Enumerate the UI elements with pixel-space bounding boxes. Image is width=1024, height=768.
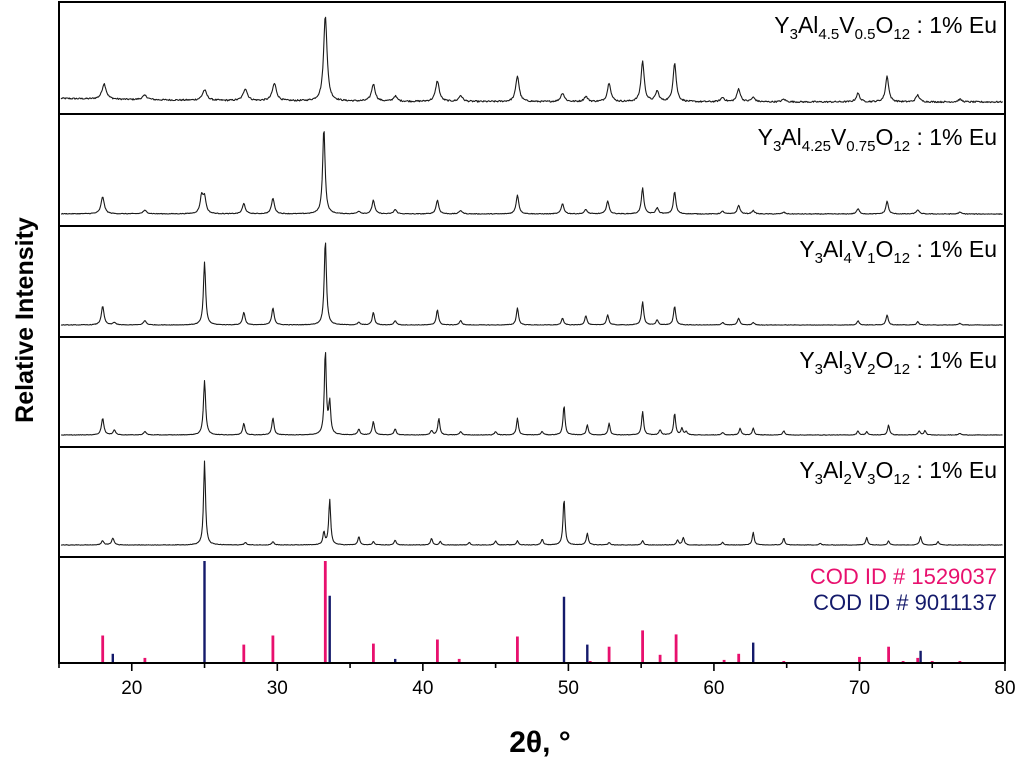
diffraction-trace-2 <box>61 131 1003 215</box>
x-tick-label: 60 <box>703 678 724 699</box>
plot-frame <box>58 1 1006 664</box>
x-tick-label: 20 <box>121 678 142 699</box>
x-axis-title: 2θ, ° <box>509 726 571 759</box>
panel-label-2: Y3Al4.25V0.75O12 : 1% Eu <box>758 124 997 155</box>
x-tick-label: 50 <box>558 678 579 699</box>
frame-layer <box>58 1 1006 664</box>
x-tick-label: 70 <box>849 678 870 699</box>
y-axis-title: Relative Intensity <box>11 217 39 423</box>
reference-legend-2: COD ID # 9011137 <box>813 590 997 615</box>
diffraction-trace-3 <box>60 242 1003 326</box>
panel-label-5: Y3Al2V3O12 : 1% Eu <box>799 457 997 488</box>
x-axis: 20 30 40 50 60 70 80 <box>58 663 1016 699</box>
x-tick-label: 40 <box>412 678 433 699</box>
diffraction-trace-1 <box>60 16 1003 104</box>
panels-group: Y3Al4.5V0.5O12 : 1% Eu Y3Al4.25V0.75O12 :… <box>60 12 1003 546</box>
reference-legend-1: COD ID # 1529037 <box>810 564 997 589</box>
diffraction-trace-5 <box>60 460 1003 546</box>
panel-label-1: Y3Al4.5V0.5O12 : 1% Eu <box>774 12 997 43</box>
diffraction-trace-4 <box>61 351 1003 436</box>
x-tick-label: 80 <box>994 678 1015 699</box>
panel-label-3: Y3Al4V1O12 : 1% Eu <box>799 236 997 267</box>
panel-label-4: Y3Al3V2O12 : 1% Eu <box>799 347 997 378</box>
x-tick-label: 30 <box>267 678 288 699</box>
